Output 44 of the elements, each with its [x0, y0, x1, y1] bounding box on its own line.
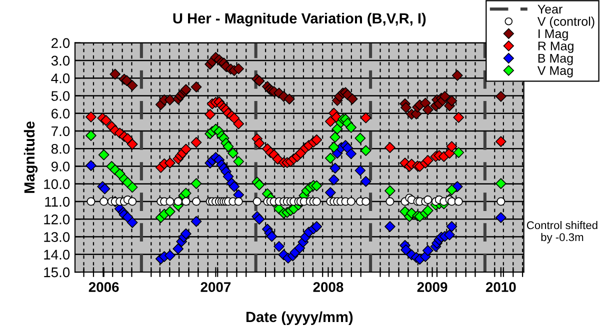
point [126, 80, 138, 91]
y-tick-label: 15.0 [44, 267, 70, 278]
point [284, 94, 295, 105]
y-tick-label: 12.0 [44, 214, 70, 224]
point [233, 63, 244, 74]
legend-label: B Mag [538, 54, 573, 66]
x-tick-label: 2006 [88, 282, 119, 292]
x-tick-label: 2007 [200, 282, 231, 292]
y-tick-label: 14.0 [44, 250, 70, 260]
point [420, 98, 431, 109]
point [121, 75, 132, 86]
point [495, 91, 506, 102]
point [452, 70, 463, 81]
y-tick-label: 9.0 [51, 162, 70, 172]
y-tick-label: 7.0 [52, 126, 70, 136]
y-tick-label: 8.0 [51, 144, 70, 154]
x-tick-label: 2009 [417, 282, 448, 292]
y-tick-label: 4.0 [51, 73, 70, 84]
x-tick-label: 2010 [486, 282, 516, 292]
legend-label: V (control) [537, 16, 594, 28]
y-tick-label: 13.0 [44, 232, 70, 242]
y-axis-title: Magnitude [24, 121, 38, 193]
point [164, 94, 176, 106]
point [400, 102, 412, 113]
point [110, 68, 121, 80]
point [422, 104, 434, 116]
legend-label: Year [538, 4, 562, 14]
point [446, 95, 458, 106]
point [439, 91, 450, 102]
y-tick-label: 6.0 [52, 108, 70, 119]
y-tick-label: 10.0 [44, 179, 70, 190]
y-tick-label: 11.0 [45, 196, 70, 207]
text: Control shifted by -0.3m [526, 221, 598, 244]
y-tick-label: 5.0 [51, 91, 70, 101]
legend-label: I Mag [538, 29, 568, 41]
x-axis-title: Date (yyyy/mm) [246, 311, 353, 325]
legend-label: R Mag [538, 42, 574, 53]
y-tick-label: 2.0 [52, 38, 70, 48]
point [346, 93, 358, 104]
chart-title: U Her - Magnitude Variation (B,V,R, I) [173, 12, 426, 26]
y-tick-label: 3.0 [51, 56, 70, 66]
x-tick-label: 2008 [313, 282, 344, 292]
point [190, 81, 202, 92]
legend-label: V Mag [537, 66, 573, 78]
